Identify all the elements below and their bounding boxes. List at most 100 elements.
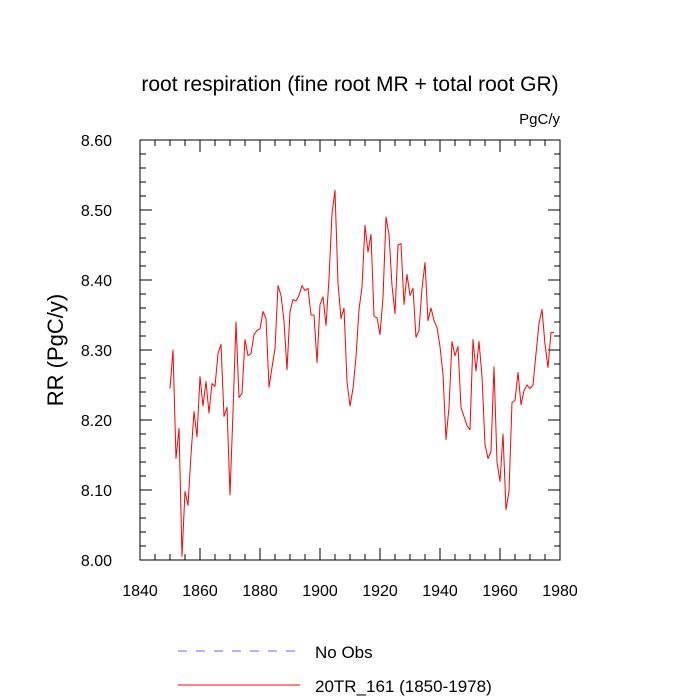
data-point bbox=[517, 372, 518, 373]
data-point bbox=[169, 388, 170, 389]
data-point bbox=[436, 327, 437, 328]
data-point bbox=[250, 353, 251, 354]
data-point bbox=[259, 328, 260, 329]
data-point bbox=[199, 376, 200, 377]
data-point bbox=[493, 366, 494, 367]
legend-label-20tr-161: 20TR_161 (1850-1978) bbox=[315, 677, 492, 696]
data-point bbox=[271, 367, 272, 368]
data-point bbox=[511, 402, 512, 403]
data-point bbox=[508, 491, 509, 492]
data-point bbox=[274, 348, 275, 349]
data-point bbox=[358, 309, 359, 310]
data-point bbox=[313, 314, 314, 315]
data-point bbox=[373, 316, 374, 317]
data-point bbox=[364, 225, 365, 226]
data-point bbox=[310, 314, 311, 315]
data-point bbox=[202, 405, 203, 406]
data-point bbox=[328, 278, 329, 279]
data-point bbox=[181, 556, 182, 557]
data-point bbox=[334, 190, 335, 191]
data-point bbox=[361, 286, 362, 287]
data-point bbox=[451, 341, 452, 342]
data-point bbox=[430, 307, 431, 308]
data-point bbox=[280, 295, 281, 296]
x-tick-label: 1900 bbox=[302, 583, 338, 600]
data-point bbox=[544, 344, 545, 345]
data-point bbox=[466, 425, 467, 426]
y-axis-label: RR (PgC/y) bbox=[43, 294, 68, 406]
data-point bbox=[343, 307, 344, 308]
data-point bbox=[283, 320, 284, 321]
data-point bbox=[406, 274, 407, 275]
data-point bbox=[205, 381, 206, 382]
data-point bbox=[385, 216, 386, 217]
data-point bbox=[298, 295, 299, 296]
data-point bbox=[460, 407, 461, 408]
data-point bbox=[499, 481, 500, 482]
data-point bbox=[175, 458, 176, 459]
data-point bbox=[172, 349, 173, 350]
data-point bbox=[337, 283, 338, 284]
data-point bbox=[424, 262, 425, 263]
data-point bbox=[535, 353, 536, 354]
data-point bbox=[529, 388, 530, 389]
data-point bbox=[457, 346, 458, 347]
data-point bbox=[427, 320, 428, 321]
data-point bbox=[400, 243, 401, 244]
data-point bbox=[409, 295, 410, 296]
data-point bbox=[247, 355, 248, 356]
data-point bbox=[178, 428, 179, 429]
x-tick-label: 1840 bbox=[122, 583, 158, 600]
data-point bbox=[376, 317, 377, 318]
plot-frame bbox=[139, 139, 561, 561]
data-point bbox=[553, 332, 554, 333]
data-point bbox=[490, 451, 491, 452]
data-point bbox=[421, 288, 422, 289]
data-point bbox=[226, 407, 227, 408]
data-point bbox=[331, 213, 332, 214]
data-point bbox=[349, 405, 350, 406]
data-point bbox=[433, 320, 434, 321]
data-point bbox=[397, 244, 398, 245]
data-point bbox=[241, 393, 242, 394]
data-point bbox=[388, 234, 389, 235]
data-point bbox=[325, 325, 326, 326]
data-point bbox=[295, 300, 296, 301]
y-tick-label: 8.60 bbox=[81, 133, 112, 150]
data-point bbox=[289, 311, 290, 312]
data-point bbox=[454, 355, 455, 356]
data-point bbox=[418, 330, 419, 331]
x-tick-label: 1940 bbox=[422, 583, 458, 600]
data-point bbox=[394, 313, 395, 314]
data-point bbox=[196, 436, 197, 437]
data-point bbox=[412, 288, 413, 289]
axis-ticks bbox=[139, 139, 561, 561]
data-point bbox=[211, 383, 212, 384]
data-point bbox=[505, 509, 506, 510]
x-tick-label: 1980 bbox=[542, 583, 578, 600]
y-tick-label: 8.20 bbox=[81, 413, 112, 430]
series-group bbox=[169, 189, 554, 557]
data-point bbox=[523, 390, 524, 391]
data-point bbox=[319, 304, 320, 305]
x-tick-label: 1880 bbox=[242, 583, 278, 600]
chart-title: root respiration (fine root MR + total r… bbox=[141, 73, 558, 96]
data-point bbox=[514, 400, 515, 401]
data-point bbox=[496, 461, 497, 462]
data-point bbox=[379, 334, 380, 335]
data-point bbox=[472, 339, 473, 340]
data-point bbox=[340, 318, 341, 319]
data-point bbox=[403, 304, 404, 305]
data-point bbox=[304, 290, 305, 291]
data-point bbox=[277, 285, 278, 286]
data-point bbox=[481, 376, 482, 377]
data-point bbox=[244, 339, 245, 340]
data-point bbox=[217, 353, 218, 354]
data-point bbox=[307, 288, 308, 289]
data-point bbox=[193, 411, 194, 412]
data-point bbox=[265, 318, 266, 319]
data-point bbox=[229, 494, 230, 495]
y-tick-label: 8.50 bbox=[81, 203, 112, 220]
legend-label-no-obs: No Obs bbox=[315, 643, 373, 662]
data-point bbox=[463, 416, 464, 417]
